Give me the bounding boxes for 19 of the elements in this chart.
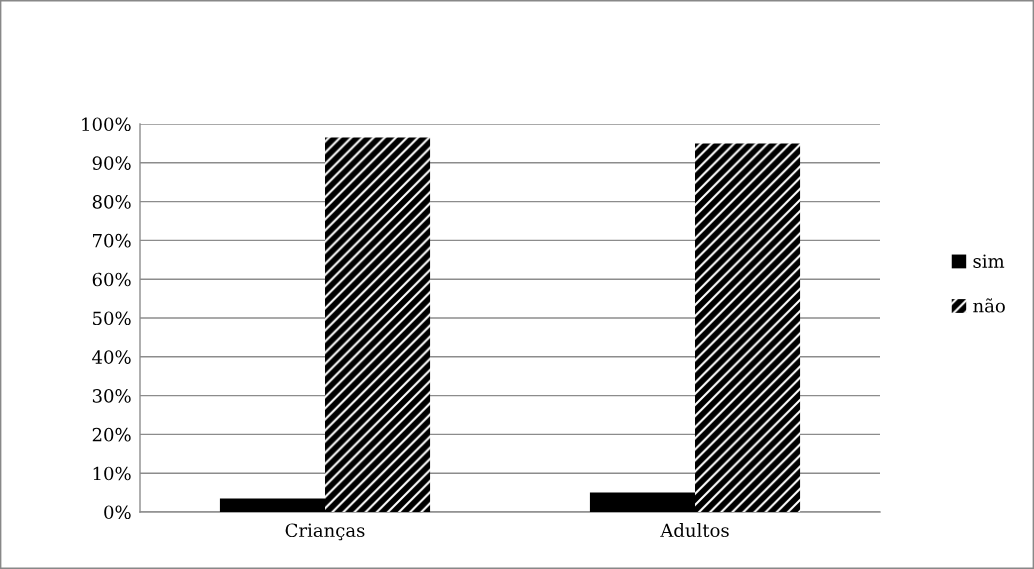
y-tick-label: 60%: [92, 272, 131, 287]
y-tick-label: 30%: [92, 389, 131, 403]
y-tick-label: 20%: [92, 427, 131, 442]
y-tick-label: 40%: [92, 350, 131, 364]
x-tick-label: Crianças: [285, 523, 365, 541]
y-tick-label: 90%: [92, 156, 131, 170]
legend-label: não: [973, 298, 1005, 313]
bar: [219, 498, 325, 512]
bar: [589, 492, 695, 512]
y-tick-label: 70%: [93, 233, 131, 248]
y-tick-label: 80%: [92, 195, 131, 209]
y-tick-label: 10%: [93, 466, 131, 481]
x-tick-label: Adultos: [660, 523, 729, 538]
bar: [325, 137, 431, 512]
bar: [695, 143, 801, 512]
y-tick-label: 0%: [104, 505, 131, 520]
y-tick-label: 100%: [82, 117, 131, 132]
y-tick-label: 50%: [93, 311, 131, 326]
legend-label: sim: [973, 254, 1005, 268]
